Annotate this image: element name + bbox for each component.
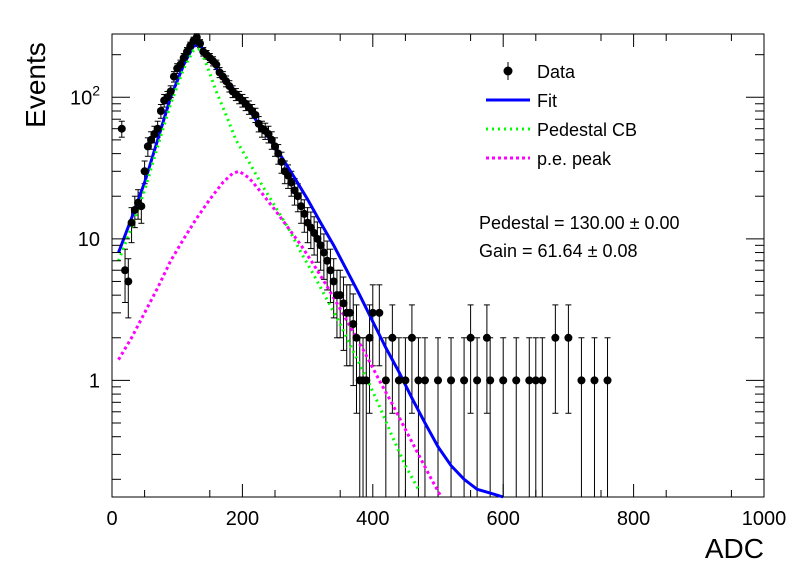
data-point — [603, 376, 612, 385]
legend-label-pedestal: Pedestal CB — [537, 120, 637, 140]
data-point — [163, 93, 172, 102]
data-point — [284, 171, 293, 180]
data-point — [316, 241, 325, 250]
legend-data-marker — [503, 66, 513, 76]
data-point — [147, 135, 156, 144]
data-point — [352, 333, 361, 342]
x-tick-label: 400 — [356, 508, 389, 530]
data-point — [196, 39, 205, 48]
data-point — [121, 266, 130, 275]
data-point — [401, 376, 410, 385]
fit-curves — [117, 43, 504, 499]
data-point — [277, 157, 286, 166]
data-point — [368, 308, 377, 317]
data-point — [388, 333, 397, 342]
data-point — [473, 376, 482, 385]
legend-label-fit: Fit — [537, 91, 557, 111]
data-point — [313, 234, 322, 243]
data-point — [166, 87, 175, 96]
data-point — [264, 130, 273, 139]
fit-stats: Pedestal = 130.00 ± 0.00 Gain = 61.64 ± 0… — [479, 213, 680, 261]
data-point — [486, 376, 495, 385]
data-point — [179, 53, 188, 62]
data-point — [300, 209, 309, 218]
data-point — [127, 218, 136, 227]
x-tick-label: 0 — [106, 508, 117, 530]
data-point — [538, 376, 547, 385]
data-point — [336, 291, 345, 300]
fit-curve — [117, 43, 504, 499]
legend-label-data: Data — [537, 62, 576, 82]
data-point — [274, 149, 283, 158]
data-point — [287, 178, 296, 187]
data-point — [512, 376, 521, 385]
data-point — [447, 376, 456, 385]
data-point — [130, 205, 139, 214]
fit-stat-line: Gain = 61.64 ± 0.08 — [479, 241, 638, 261]
data-point — [434, 376, 442, 385]
axes: 0 200 400 600 800 1000 1 10 102 — [70, 34, 786, 530]
data-point — [466, 333, 475, 342]
data-point — [365, 333, 374, 342]
pedestal-cb-curve — [117, 47, 420, 491]
data-point — [362, 376, 371, 385]
data-point — [394, 376, 403, 385]
data-point — [326, 266, 335, 275]
data-point — [310, 228, 319, 237]
data-point — [293, 192, 302, 201]
data-point — [117, 124, 126, 133]
data-point — [531, 376, 540, 385]
data-point — [251, 110, 260, 119]
data-point — [156, 107, 165, 116]
data-point — [169, 72, 178, 81]
data-point — [137, 202, 146, 211]
x-tick-label: 200 — [226, 508, 259, 530]
data-point — [267, 135, 276, 144]
legend-label-pe: p.e. peak — [537, 149, 612, 169]
y-tick-label: 1 — [89, 370, 100, 392]
data-point — [319, 248, 328, 257]
data-point — [297, 202, 306, 211]
x-tick-label: 600 — [487, 508, 520, 530]
data-point — [153, 124, 162, 133]
data-point — [192, 33, 201, 42]
data-point — [143, 142, 152, 151]
legend: Data Fit Pedestal CB p.e. peak — [486, 62, 637, 169]
fit-stat-line: Pedestal = 130.00 ± 0.00 — [479, 213, 680, 233]
data-point — [482, 333, 491, 342]
data-point — [124, 277, 133, 286]
data-point — [407, 333, 416, 342]
data-point — [375, 308, 384, 317]
data-point — [212, 60, 221, 69]
data-point — [271, 142, 279, 151]
data-point — [176, 60, 185, 69]
data-point — [339, 299, 348, 308]
data-point — [499, 376, 508, 385]
data-point — [290, 186, 299, 195]
data-point — [329, 277, 338, 286]
data-point — [323, 256, 332, 265]
x-axis-label: ADC — [705, 533, 764, 564]
data-point — [414, 376, 423, 385]
data-point — [577, 376, 586, 385]
data-point — [460, 376, 469, 385]
data-points — [117, 33, 612, 385]
y-tick-label: 10 — [78, 229, 100, 251]
x-tick-label: 800 — [617, 508, 650, 530]
y-axis-label: Events — [20, 42, 51, 128]
data-point — [590, 376, 599, 385]
data-point — [349, 320, 358, 329]
pe-peak-curve — [117, 169, 443, 498]
data-point — [420, 376, 429, 385]
x-tick-label: 1000 — [742, 508, 787, 530]
data-point — [564, 333, 573, 342]
y-tick-label: 102 — [70, 82, 100, 109]
data-point — [551, 333, 560, 342]
data-point — [140, 167, 149, 176]
data-point — [381, 376, 390, 385]
data-point — [525, 376, 534, 385]
data-point — [345, 308, 354, 317]
